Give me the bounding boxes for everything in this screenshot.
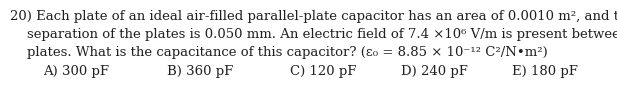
Text: separation of the plates is 0.050 mm. An electric field of 7.4 ×10⁶ V/m is prese: separation of the plates is 0.050 mm. An… — [10, 28, 617, 41]
Text: E) 180 pF: E) 180 pF — [512, 65, 578, 78]
Text: D) 240 pF: D) 240 pF — [401, 65, 468, 78]
Text: plates. What is the capacitance of this capacitor? (ε₀ = 8.85 × 10⁻¹² C²/N•m²): plates. What is the capacitance of this … — [10, 46, 548, 59]
Text: C) 120 pF: C) 120 pF — [290, 65, 357, 78]
Text: 20) Each plate of an ideal air-filled parallel-plate capacitor has an area of 0.: 20) Each plate of an ideal air-filled pa… — [10, 10, 617, 23]
Text: A) 300 pF: A) 300 pF — [43, 65, 109, 78]
Text: B) 360 pF: B) 360 pF — [167, 65, 233, 78]
